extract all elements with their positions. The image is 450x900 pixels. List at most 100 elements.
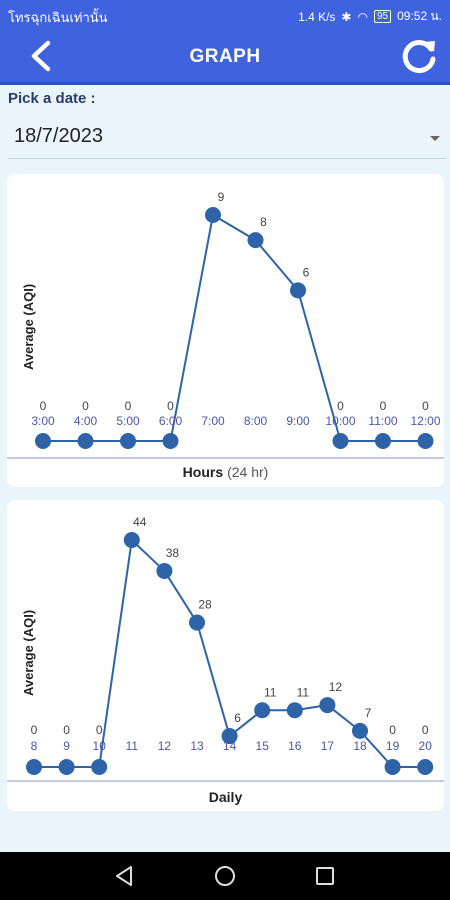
- daily-tick-label: 16: [288, 739, 302, 753]
- daily-data-label: 0: [31, 723, 38, 737]
- wifi-icon: ◠: [357, 9, 368, 24]
- hourly-tick-label: 3:00: [31, 414, 55, 428]
- daily-tick-label: 20: [419, 739, 433, 753]
- daily-data-label: 0: [422, 723, 429, 737]
- status-bar: โทรฉุกเฉินเท่านั้น 1.4 K/s ✱ ◠ 95 09:52 …: [0, 0, 450, 30]
- hourly-point: [375, 433, 391, 449]
- hourly-data-label: 0: [380, 399, 387, 413]
- daily-data-label: 44: [133, 515, 147, 529]
- hourly-point: [417, 433, 434, 449]
- hourly-point: [290, 282, 306, 299]
- daily-tick-label: 12: [158, 739, 172, 753]
- carrier-text: โทรฉุกเฉินเท่านั้น: [8, 10, 108, 25]
- daily-data-label: 0: [63, 723, 70, 737]
- hourly-chart: 03:0004:0005:0006:0097:0088:0069:00010:0…: [7, 190, 444, 459]
- hourly-tick-label: 10:00: [325, 414, 355, 428]
- hourly-tick-label: 4:00: [74, 414, 98, 428]
- hourly-x-axis-caption: Hours (24 hr): [7, 464, 444, 480]
- daily-x-axis-caption: Daily: [7, 789, 444, 805]
- date-value: 18/7/2023: [14, 125, 103, 147]
- hourly-point: [247, 232, 264, 249]
- daily-point: [286, 702, 303, 719]
- daily-tick-label: 10: [93, 739, 107, 753]
- hourly-tick-label: 6:00: [159, 414, 183, 428]
- daily-tick-label: 8: [31, 739, 38, 753]
- hourly-tick-label: 8:00: [244, 414, 268, 428]
- clock: 09:52 น.: [397, 9, 442, 23]
- daily-point: [319, 697, 336, 714]
- hourly-tick-label: 12:00: [410, 414, 440, 428]
- hourly-point: [77, 433, 94, 449]
- nav-home-icon[interactable]: [213, 864, 237, 888]
- daily-tick-label: 9: [63, 739, 70, 753]
- nav-back-icon[interactable]: [113, 864, 137, 888]
- hourly-data-label: 0: [125, 399, 132, 413]
- hourly-data-label: 8: [260, 215, 267, 229]
- daily-tick-label: 11: [126, 739, 139, 753]
- daily-data-label: 7: [365, 706, 372, 720]
- hourly-data-label: 0: [40, 399, 47, 413]
- daily-point: [384, 759, 401, 775]
- daily-data-label: 0: [96, 723, 103, 737]
- hourly-data-label: 9: [218, 190, 225, 204]
- hourly-data-label: 0: [167, 399, 174, 413]
- hourly-point: [120, 433, 136, 449]
- daily-point: [156, 562, 173, 579]
- daily-y-axis-label: Average (AQI): [21, 609, 36, 696]
- navigation-bar: [0, 852, 450, 900]
- app-bar-divider: [0, 82, 450, 85]
- date-picker-label: Pick a date :: [8, 90, 96, 107]
- daily-x-axis-label: Daily: [208, 789, 243, 805]
- hourly-point: [205, 207, 221, 223]
- daily-tick-label: 15: [256, 739, 270, 753]
- daily-data-label: 38: [166, 546, 180, 560]
- daily-data-label: 6: [234, 711, 241, 725]
- bluetooth-icon: ✱: [341, 9, 352, 24]
- daily-data-label: 28: [198, 598, 212, 612]
- daily-point: [417, 759, 434, 775]
- page-title: GRAPH: [189, 46, 261, 67]
- back-icon[interactable]: [26, 40, 56, 72]
- hourly-point: [332, 433, 349, 449]
- chevron-down-icon: [430, 136, 440, 141]
- status-indicators: 1.4 K/s ✱ ◠ 95 09:52 น.: [298, 7, 442, 26]
- hourly-chart-card: 0 3:00 0 4:00 0 5:00 0 6:00 9 7:00 8 8:00 6 9:00 0 10:0…: [7, 174, 444, 487]
- daily-tick-label: 19: [386, 739, 400, 753]
- daily-tick-label: 13: [190, 739, 204, 753]
- nav-recents-icon[interactable]: [313, 864, 337, 888]
- daily-point: [26, 759, 42, 775]
- daily-data-label: 12: [329, 680, 343, 694]
- hourly-y-axis-label: Average (AQI): [21, 283, 36, 370]
- hourly-data-label: 0: [82, 399, 89, 413]
- hourly-data-label: 0: [422, 399, 429, 413]
- daily-tick-label: 14: [223, 739, 237, 753]
- hourly-tick-label: 9:00: [286, 414, 310, 428]
- daily-point: [123, 532, 140, 548]
- date-select[interactable]: 18/7/2023: [8, 118, 446, 159]
- daily-data-label: 11: [297, 685, 310, 699]
- daily-tick-label: 17: [321, 739, 335, 753]
- daily-data-label: 11: [264, 685, 277, 699]
- daily-point: [254, 702, 271, 719]
- hourly-point: [35, 433, 51, 449]
- daily-point: [91, 759, 108, 775]
- hourly-series-line: [43, 213, 426, 442]
- hourly-tick-label: 5:00: [116, 414, 140, 428]
- hourly-point: [162, 433, 179, 449]
- network-speed: 1.4 K/s: [298, 9, 336, 24]
- daily-point: [221, 728, 238, 745]
- daily-tick-label: 18: [353, 739, 367, 753]
- hourly-data-label: 0: [337, 399, 344, 413]
- hourly-data-label: 6: [303, 265, 310, 279]
- hourly-tick-label: 7:00: [201, 414, 225, 428]
- battery-icon: 95: [373, 10, 392, 23]
- app-bar: GRAPH: [0, 30, 450, 82]
- hourly-x-axis-label: Hours: [182, 464, 224, 480]
- daily-chart-card: 0 8 0 9 0 10 44 11 38 12 28 13 6 14 11 15 11 16 12 17 7 18 0 19…: [7, 500, 444, 811]
- daily-point: [58, 759, 75, 775]
- refresh-icon[interactable]: [400, 37, 438, 75]
- hourly-x-axis-note: (24 hr): [227, 464, 269, 480]
- daily-chart: 0 8 0 9 0 10 44 11 38 12 28 13 6 14 11 15 11 16 12 17 7 18 0 19…: [7, 515, 444, 782]
- hourly-tick-label: 11:00: [368, 414, 397, 428]
- daily-data-label: 0: [389, 723, 396, 737]
